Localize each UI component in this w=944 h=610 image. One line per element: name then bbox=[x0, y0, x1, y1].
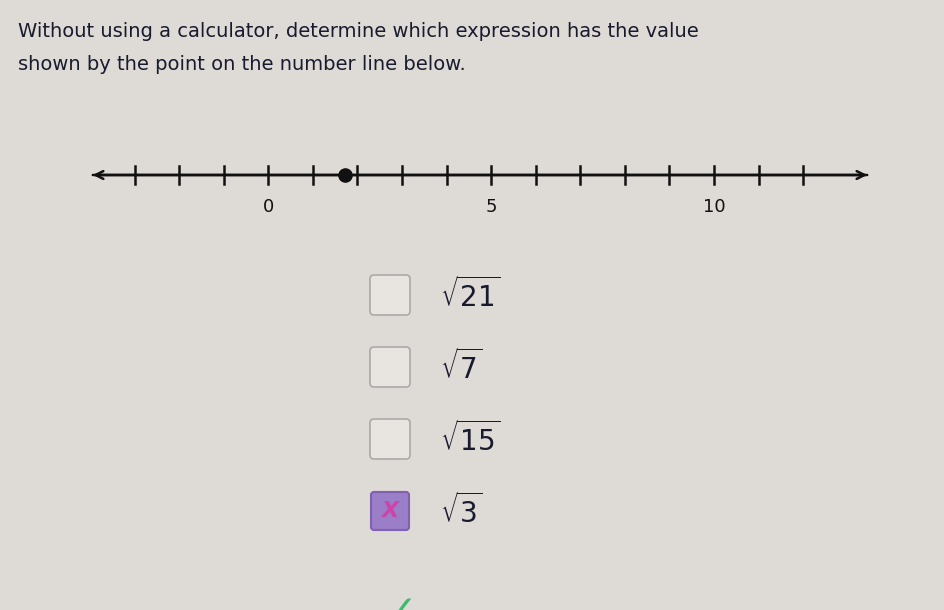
Text: $\sqrt{15}$: $\sqrt{15}$ bbox=[440, 421, 500, 457]
Text: Without using a calculator, determine which expression has the value: Without using a calculator, determine wh… bbox=[18, 22, 699, 41]
Point bbox=[338, 170, 353, 180]
Text: 0: 0 bbox=[262, 198, 274, 216]
Text: shown by the point on the number line below.: shown by the point on the number line be… bbox=[18, 55, 465, 74]
Text: 10: 10 bbox=[702, 198, 725, 216]
Text: X: X bbox=[381, 501, 398, 521]
Text: ✓: ✓ bbox=[383, 593, 416, 610]
FancyBboxPatch shape bbox=[370, 275, 410, 315]
FancyBboxPatch shape bbox=[371, 492, 409, 530]
FancyBboxPatch shape bbox=[370, 419, 410, 459]
FancyBboxPatch shape bbox=[370, 347, 410, 387]
Text: $\sqrt{7}$: $\sqrt{7}$ bbox=[440, 349, 483, 385]
Text: $\sqrt{3}$: $\sqrt{3}$ bbox=[440, 493, 483, 529]
Text: 5: 5 bbox=[485, 198, 497, 216]
Text: $\sqrt{21}$: $\sqrt{21}$ bbox=[440, 277, 500, 313]
